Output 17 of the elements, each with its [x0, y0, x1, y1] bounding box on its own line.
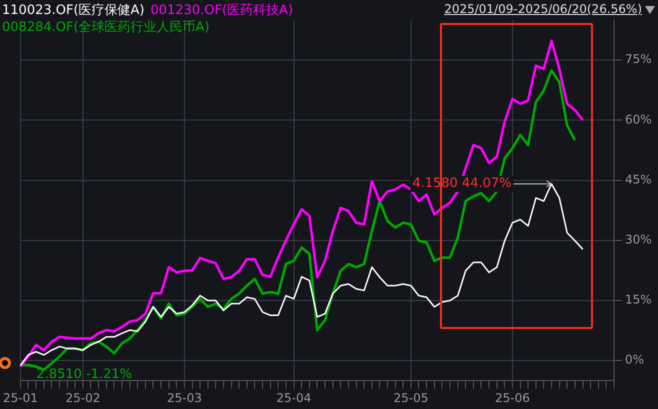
y-tick-label: 75%: [625, 52, 652, 66]
text: 001230.OF(医药科技A): [150, 3, 294, 18]
x-tick-label: 25-06: [495, 390, 530, 405]
x-tick-label: 25-02: [65, 390, 100, 405]
x-tick-label: 25-05: [394, 390, 428, 405]
y-tick-label: 60%: [625, 112, 652, 126]
x-tick-label: 25-03: [167, 390, 202, 405]
x-tick-label: 25-04: [276, 390, 312, 405]
y-tick-label: 0%: [625, 352, 644, 367]
y-tick-label: 15%: [625, 292, 652, 307]
x-tick-label: 25-01: [2, 390, 38, 405]
text: 008284.OF(全球医药行业人民币A): [2, 20, 210, 35]
chart-subtitle: 2025/01/09-2025/06/20(26.56%): [444, 2, 642, 16]
y-tick-label: 45%: [625, 172, 652, 186]
y-tick-label: 30%: [625, 232, 652, 246]
annotation: 2.8510 -1.21%: [36, 366, 132, 382]
text: 110023.OF(医疗保健A): [2, 3, 145, 18]
